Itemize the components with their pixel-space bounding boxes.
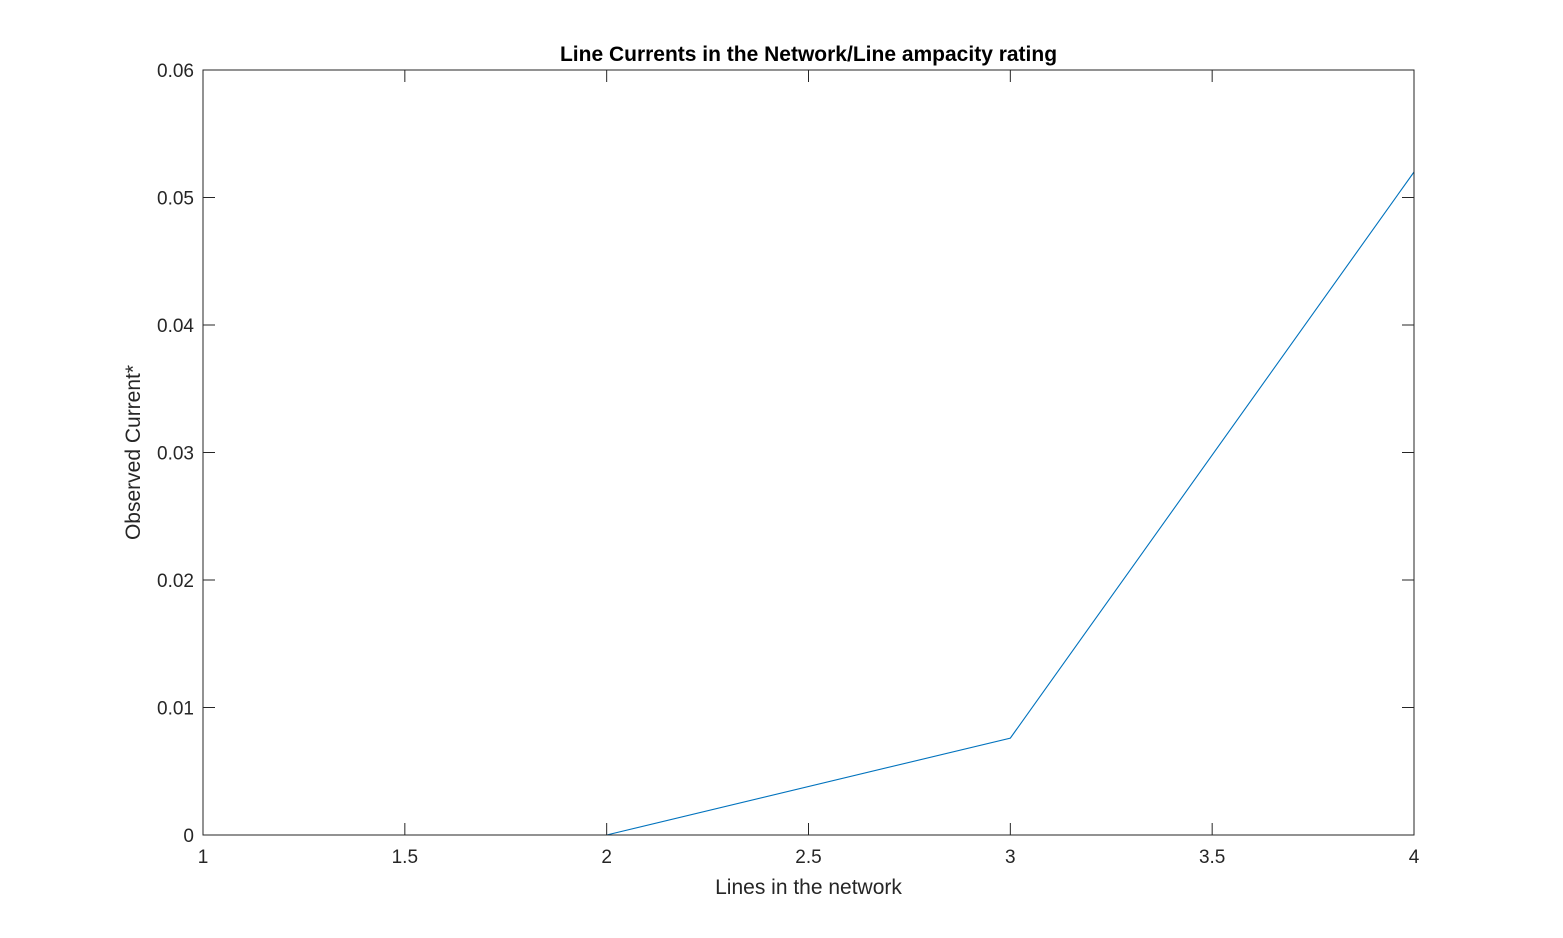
- x-tick-label: 3.5: [1199, 847, 1225, 868]
- y-tick-label: 0: [183, 826, 194, 847]
- y-tick-label: 0.01: [157, 699, 194, 720]
- y-tick-label: 0.03: [157, 444, 194, 465]
- y-axis-ticks: 0 0.01 0.02 0.03 0.04 0.05 0.06: [157, 61, 1414, 847]
- x-tick-label: 3: [1005, 847, 1016, 868]
- y-tick-label: 0.06: [157, 61, 194, 82]
- x-tick-label: 2.5: [795, 847, 821, 868]
- axes-box: [202, 69, 1415, 836]
- y-tick-label: 0.05: [157, 189, 194, 210]
- y-axis-label: Observed Current*: [122, 365, 145, 540]
- x-tick-label: 1.5: [392, 847, 418, 868]
- x-tick-label: 4: [1409, 847, 1420, 868]
- x-tick-label: 2: [601, 847, 612, 868]
- x-tick-label: 1: [198, 847, 209, 868]
- chart-title: Line Currents in the Network/Line ampaci…: [560, 43, 1057, 66]
- y-tick-label: 0.02: [157, 571, 194, 592]
- y-tick-label: 0.04: [157, 316, 194, 337]
- x-axis-ticks: 1 1.5 2 2.5 3 3.5 4: [198, 70, 1420, 868]
- plot-area: [203, 70, 1414, 835]
- x-axis-label: Lines in the network: [715, 876, 902, 899]
